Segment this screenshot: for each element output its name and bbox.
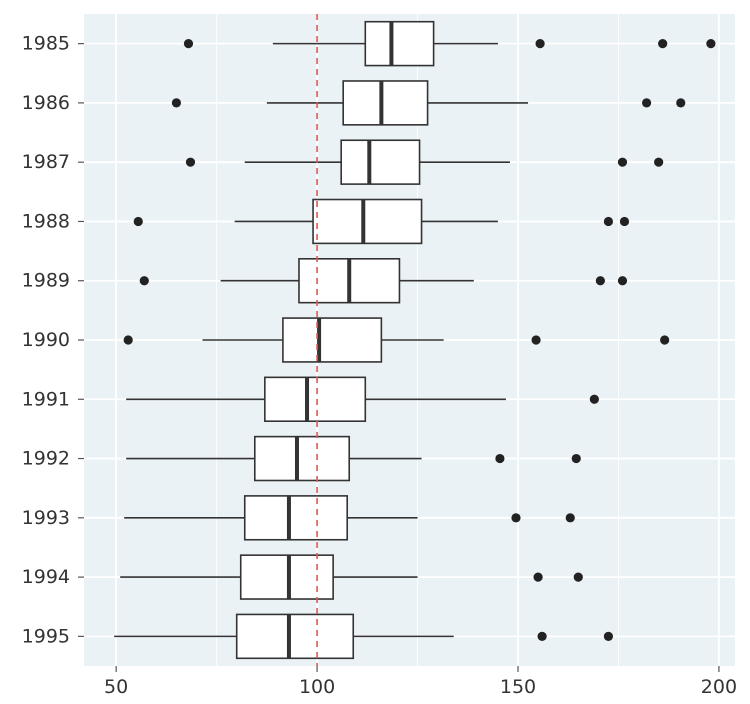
outlier-point-1988: [619, 216, 630, 227]
outlier-point-1988: [133, 216, 143, 227]
outlier-point-1985: [535, 39, 545, 49]
box-1985: [364, 20, 435, 67]
outlier-point-1987: [617, 157, 628, 167]
outlier-point-1989: [139, 276, 149, 286]
outlier-point-1989: [617, 276, 628, 286]
y-tick-label: 1989: [22, 270, 70, 292]
y-tick-label: 1985: [22, 33, 70, 55]
outlier-point-1990: [531, 335, 541, 345]
outlier-point-1994: [573, 572, 583, 582]
outlier-point-1992: [571, 453, 581, 464]
outlier-point-1986: [171, 98, 182, 108]
outlier-point-1986: [641, 98, 652, 108]
box-1995: [235, 613, 355, 660]
outlier-point-1987: [185, 157, 196, 167]
outlier-point-1987: [654, 157, 664, 167]
outlier-point-1992: [495, 453, 505, 464]
x-tick-label: 200: [701, 676, 737, 698]
y-tick-label: 1991: [22, 388, 70, 410]
outlier-point-1990: [660, 335, 670, 345]
outlier-point-1988: [603, 216, 614, 227]
outlier-point-1995: [603, 631, 614, 641]
outlier-point-1993: [565, 513, 575, 523]
box-1990: [282, 317, 383, 363]
y-tick-label: 1994: [22, 566, 70, 588]
outlier-point-1985: [183, 39, 194, 49]
box-1994: [239, 554, 334, 600]
box-1991: [264, 376, 367, 423]
x-tick-label: 100: [299, 676, 335, 698]
y-tick-label: 1986: [22, 92, 70, 114]
box-1986: [342, 80, 429, 126]
outlier-point-1994: [533, 572, 543, 582]
outlier-point-1986: [676, 98, 686, 108]
x-tick-label: 50: [104, 676, 128, 698]
box-1988: [312, 198, 423, 245]
outlier-point-1993: [511, 513, 521, 523]
x-tick-label: 150: [500, 676, 536, 698]
outlier-point-1991: [589, 394, 599, 404]
y-tick-label: 1990: [22, 329, 70, 351]
y-tick-label: 1995: [22, 625, 70, 647]
box-1987: [340, 139, 421, 185]
y-tick-label: 1992: [22, 448, 70, 470]
outlier-point-1995: [537, 631, 547, 641]
outlier-point-1989: [595, 276, 605, 286]
y-tick-label: 1988: [22, 210, 70, 232]
y-tick-label: 1987: [22, 151, 70, 173]
box-1992: [253, 435, 351, 482]
outlier-point-1985: [706, 39, 716, 49]
box-1993: [243, 495, 349, 541]
outlier-point-1990: [123, 335, 133, 345]
y-tick-label: 1993: [22, 507, 70, 529]
outlier-point-1985: [658, 39, 668, 49]
